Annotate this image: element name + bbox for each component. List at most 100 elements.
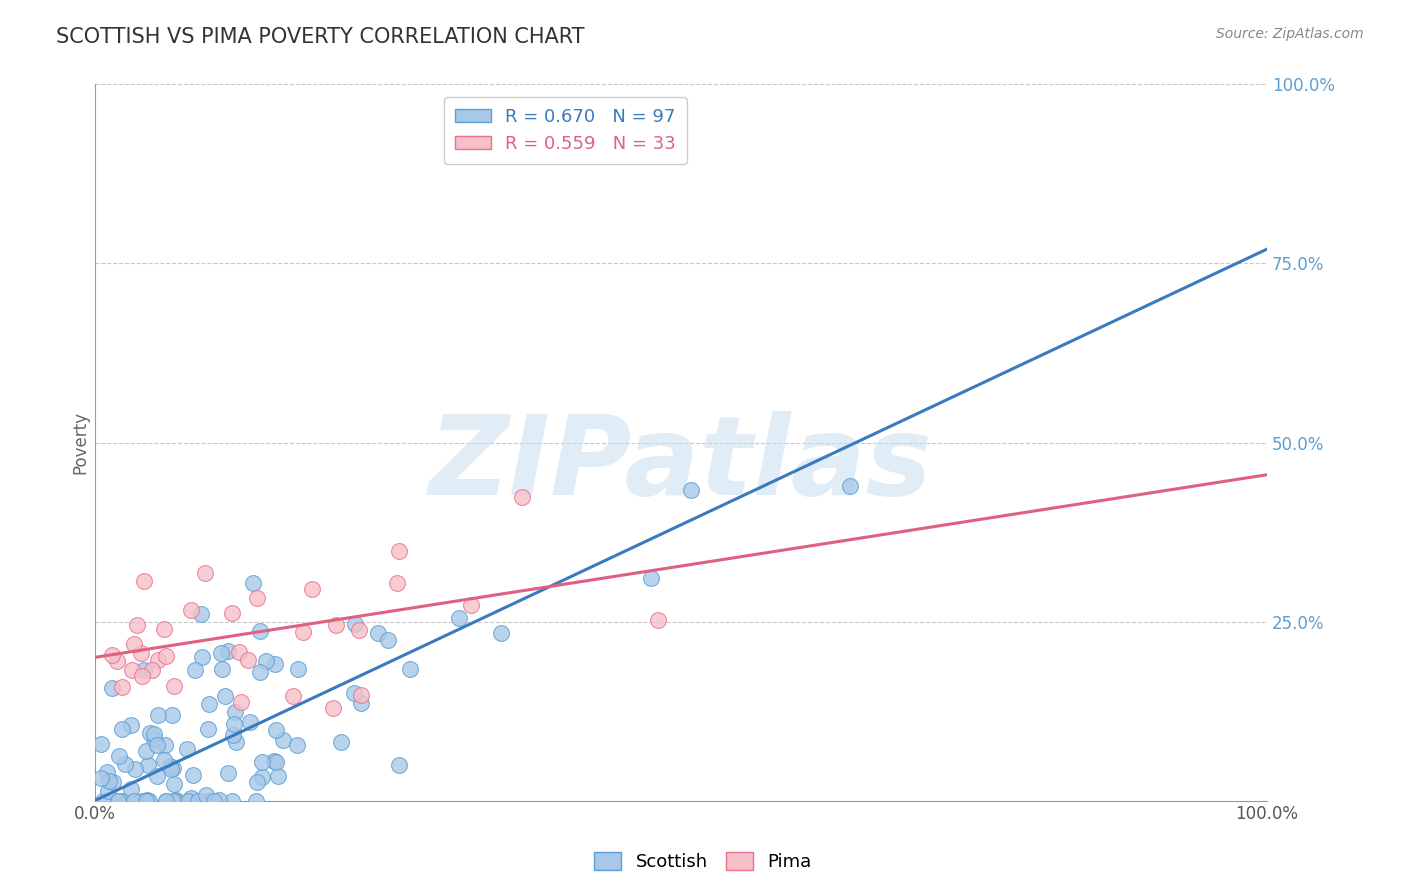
Point bbox=[180, 790, 202, 805]
Point bbox=[287, 662, 309, 676]
Point bbox=[131, 668, 153, 682]
Point bbox=[283, 689, 305, 703]
Point bbox=[647, 613, 669, 627]
Legend: R = 0.670   N = 97, R = 0.559   N = 33: R = 0.670 N = 97, R = 0.559 N = 33 bbox=[444, 97, 686, 164]
Point bbox=[398, 662, 420, 676]
Point bbox=[176, 742, 198, 756]
Point bbox=[155, 794, 177, 808]
Point bbox=[264, 756, 287, 770]
Point bbox=[190, 650, 212, 665]
Legend: Scottish, Pima: Scottish, Pima bbox=[588, 845, 818, 879]
Point bbox=[512, 490, 534, 504]
Point bbox=[138, 757, 160, 772]
Point bbox=[236, 652, 259, 666]
Point bbox=[350, 688, 373, 702]
Point bbox=[242, 575, 264, 590]
Point bbox=[90, 737, 112, 751]
Point bbox=[225, 735, 247, 749]
Point bbox=[112, 794, 135, 808]
Point bbox=[387, 544, 409, 558]
Text: ZIPatlas: ZIPatlas bbox=[429, 410, 932, 517]
Point bbox=[142, 727, 165, 741]
Point bbox=[221, 607, 243, 621]
Point bbox=[267, 768, 290, 782]
Point bbox=[325, 618, 347, 632]
Point bbox=[263, 754, 285, 768]
Point bbox=[155, 648, 177, 663]
Point bbox=[138, 725, 160, 739]
Point bbox=[343, 616, 366, 631]
Point bbox=[131, 794, 153, 808]
Point bbox=[249, 665, 271, 679]
Point bbox=[176, 794, 198, 808]
Point bbox=[202, 794, 225, 808]
Point bbox=[105, 653, 128, 667]
Point bbox=[489, 626, 512, 640]
Point bbox=[330, 735, 353, 749]
Point bbox=[162, 794, 184, 808]
Point bbox=[367, 626, 389, 640]
Point bbox=[197, 722, 219, 736]
Point bbox=[221, 794, 243, 808]
Point bbox=[208, 793, 231, 807]
Point bbox=[224, 705, 246, 719]
Point bbox=[155, 794, 177, 808]
Point bbox=[839, 479, 862, 493]
Point bbox=[187, 794, 209, 808]
Point bbox=[285, 738, 308, 752]
Point bbox=[101, 775, 124, 789]
Point bbox=[162, 761, 184, 775]
Point bbox=[246, 591, 269, 605]
Point bbox=[101, 648, 124, 663]
Point bbox=[107, 794, 129, 808]
Point bbox=[256, 654, 278, 668]
Point bbox=[138, 794, 160, 808]
Point bbox=[679, 483, 702, 498]
Point bbox=[127, 617, 149, 632]
Point bbox=[377, 632, 399, 647]
Point bbox=[222, 728, 245, 742]
Point bbox=[322, 701, 344, 715]
Point bbox=[120, 781, 142, 796]
Point bbox=[146, 738, 169, 752]
Point bbox=[252, 770, 274, 784]
Point bbox=[145, 768, 167, 782]
Point bbox=[107, 794, 129, 808]
Point bbox=[245, 794, 267, 808]
Point bbox=[217, 644, 239, 658]
Point bbox=[93, 794, 115, 808]
Point bbox=[96, 764, 118, 779]
Point bbox=[135, 794, 157, 808]
Point bbox=[217, 765, 239, 780]
Point bbox=[142, 732, 165, 747]
Point bbox=[222, 717, 245, 731]
Point bbox=[194, 788, 217, 802]
Point bbox=[181, 768, 204, 782]
Point bbox=[190, 607, 212, 621]
Point bbox=[90, 771, 112, 785]
Point bbox=[97, 784, 120, 798]
Point bbox=[120, 717, 142, 731]
Point bbox=[301, 582, 323, 597]
Point bbox=[347, 624, 370, 638]
Point bbox=[111, 680, 134, 694]
Text: SCOTTISH VS PIMA POVERTY CORRELATION CHART: SCOTTISH VS PIMA POVERTY CORRELATION CHA… bbox=[56, 27, 585, 46]
Point bbox=[194, 566, 217, 580]
Point bbox=[146, 708, 169, 723]
Point bbox=[153, 623, 176, 637]
Text: Source: ZipAtlas.com: Source: ZipAtlas.com bbox=[1216, 27, 1364, 41]
Y-axis label: Poverty: Poverty bbox=[72, 411, 89, 474]
Point bbox=[214, 690, 236, 704]
Point bbox=[131, 646, 153, 660]
Point bbox=[111, 723, 134, 737]
Point bbox=[249, 624, 271, 638]
Point bbox=[209, 646, 232, 660]
Point bbox=[291, 625, 314, 640]
Point bbox=[388, 758, 411, 772]
Point bbox=[153, 753, 176, 767]
Point bbox=[160, 707, 183, 722]
Point bbox=[460, 598, 482, 612]
Point bbox=[198, 698, 221, 712]
Point bbox=[159, 762, 181, 776]
Point bbox=[132, 663, 155, 677]
